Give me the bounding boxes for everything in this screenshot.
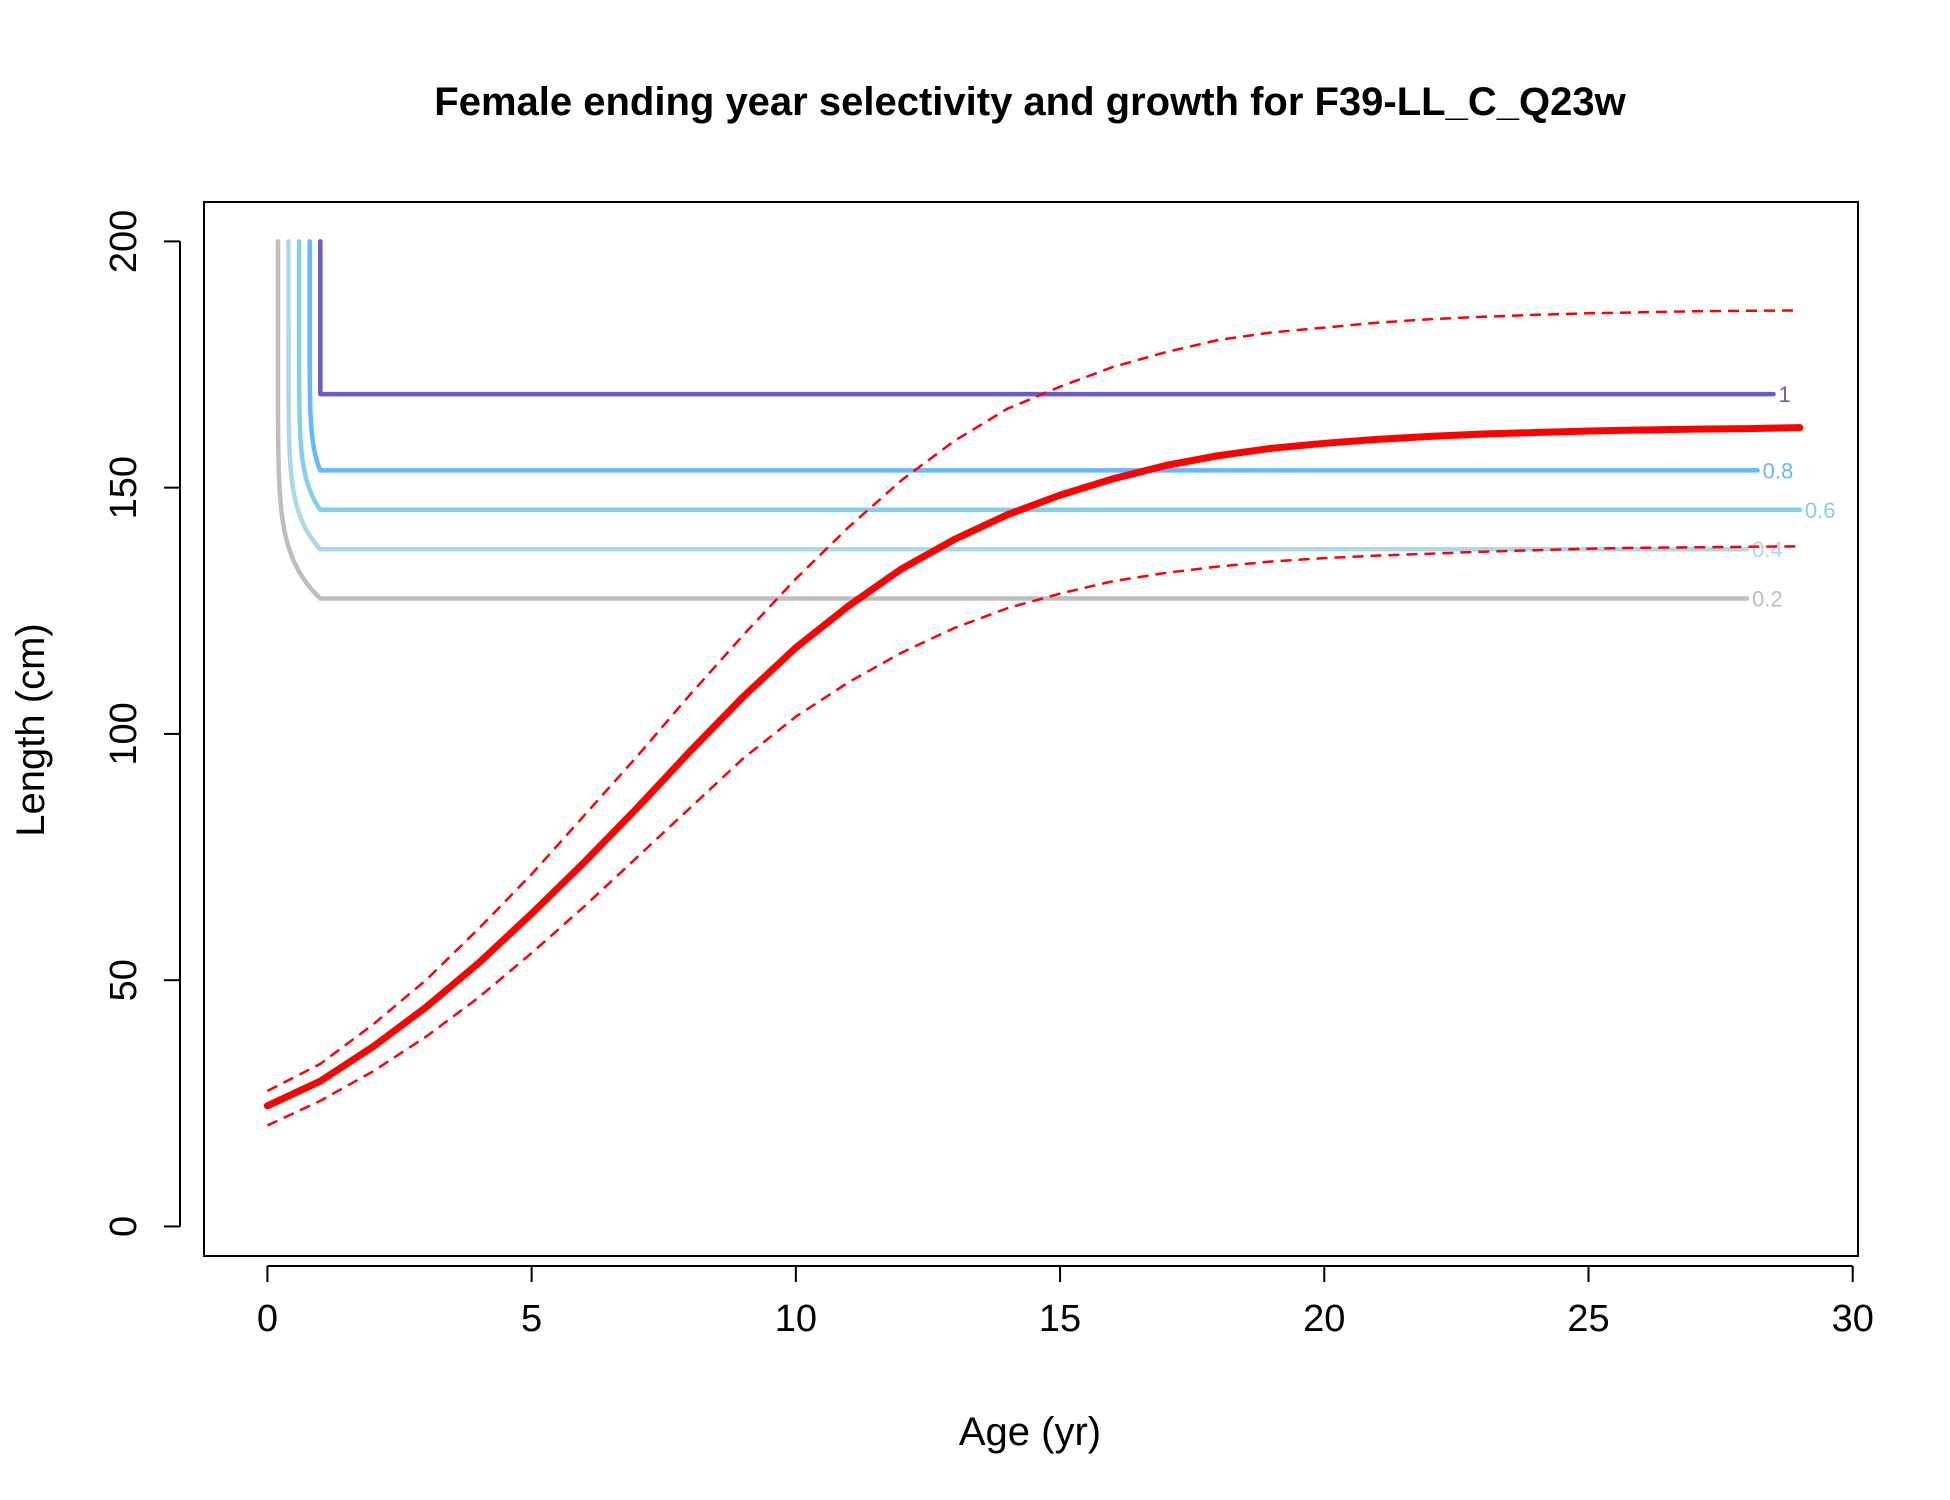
- x-tick-label: 5: [521, 1298, 542, 1340]
- growth-mean-line: [263, 424, 1804, 1110]
- selectivity-label-0-4: 0.4: [1752, 537, 1783, 562]
- growth-curves: [263, 309, 1804, 1127]
- y-tick-label: 50: [103, 959, 145, 1001]
- y-tick-label: 100: [103, 702, 145, 765]
- x-tick-label: 20: [1303, 1298, 1345, 1340]
- selectivity-line-0-8: [307, 239, 1760, 473]
- chart-title: Female ending year selectivity and growt…: [434, 80, 1626, 124]
- selectivity-line-0-4: [286, 239, 1750, 552]
- plot-frame: [203, 201, 1859, 1257]
- x-axis: 0 5 10 15 20 25 30: [257, 1265, 1874, 1340]
- growth-upper-ci-line: [266, 309, 1800, 1093]
- selectivity-line-1: [318, 239, 1776, 397]
- selectivity-label-0-8: 0.8: [1763, 458, 1794, 483]
- x-tick-label: 30: [1832, 1298, 1874, 1340]
- selectivity-label-0-6: 0.6: [1805, 498, 1836, 523]
- x-tick-label: 10: [775, 1298, 817, 1340]
- y-axis-label: Length (cm): [9, 623, 53, 836]
- growth-lower-ci-line: [266, 545, 1800, 1127]
- selectivity-contours: 0.2 0.4 0.6 0.8 1: [275, 239, 1836, 611]
- x-tick-label: 15: [1039, 1298, 1081, 1340]
- selectivity-label-0-2: 0.2: [1752, 586, 1783, 611]
- y-tick-label: 0: [103, 1216, 145, 1237]
- x-axis-label: Age (yr): [959, 1410, 1101, 1454]
- y-tick-label: 150: [103, 456, 145, 519]
- selectivity-line-0-6: [296, 239, 1803, 513]
- y-tick-label: 200: [103, 210, 145, 273]
- x-tick-label: 25: [1567, 1298, 1609, 1340]
- y-axis: 0 50 100 150 200: [103, 210, 181, 1237]
- selectivity-label-1: 1: [1778, 382, 1790, 407]
- selectivity-line-0-2: [275, 239, 1750, 601]
- x-tick-label: 0: [257, 1298, 278, 1340]
